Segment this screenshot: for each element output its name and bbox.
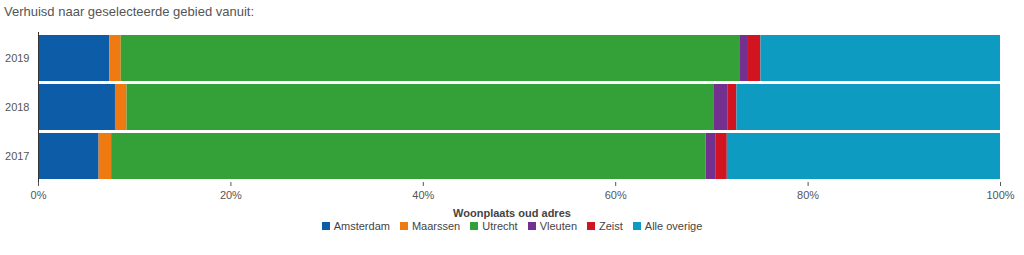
html-text:Utrecht: Utrecht <box>482 220 518 232</box>
svg-text:2019: 2019 <box>5 52 29 64</box>
html-text:Maarssen: Maarssen <box>411 220 461 232</box>
svg-text:100%: 100% <box>986 189 1014 201</box>
html-text:Woonplaats oud adres: Woonplaats oud adres <box>453 207 571 219</box>
svg-text:40%: 40% <box>412 189 434 201</box>
html-text:Amsterdam: Amsterdam <box>333 220 390 232</box>
svg-text:80%: 80% <box>797 189 819 201</box>
svg-text:0%: 0% <box>31 189 47 201</box>
svg-text:20%: 20% <box>220 189 242 201</box>
html-text:Alle overige: Alle overige <box>644 220 703 232</box>
html-text:Zeist: Zeist <box>599 220 623 232</box>
svg-text:2017: 2017 <box>5 150 29 162</box>
svg-text:60%: 60% <box>605 189 627 201</box>
html-text:Vleuten: Vleuten <box>539 220 577 232</box>
html-text:Verhuisd naar geselecteerde ge: Verhuisd naar geselecteerde gebied vanui… <box>4 4 255 19</box>
svg-text:2018: 2018 <box>5 101 29 113</box>
